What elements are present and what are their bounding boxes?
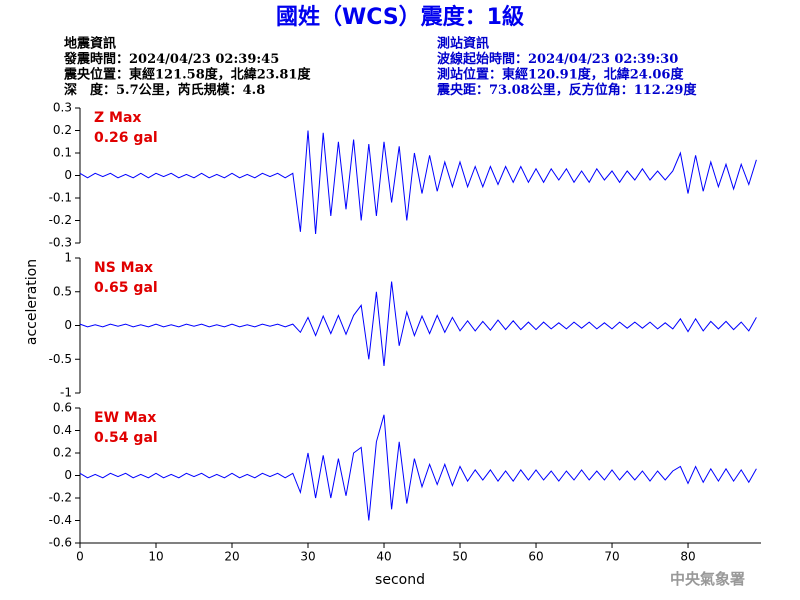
x-tick-label: 60 — [528, 550, 543, 564]
chart-title: 國姓（WCS）震度：1級 — [276, 4, 524, 30]
header-left-line: 深 度：5.7公里，芮氏規模：4.8 — [64, 82, 265, 98]
x-tick-label: 20 — [224, 550, 239, 564]
annotation: 0.26 gal — [94, 130, 158, 146]
y-tick-label: 0.4 — [53, 423, 72, 437]
x-tick-label: 70 — [604, 550, 619, 564]
header-right-line: 波線起始時間：2024/04/23 02:39:30 — [437, 51, 678, 67]
annotation: 0.54 gal — [94, 430, 158, 446]
y-tick-label: -0.3 — [49, 236, 72, 250]
header-right-line: 震央距：73.08公里，反方位角：112.29度 — [436, 82, 697, 98]
x-tick-label: 0 — [76, 550, 84, 564]
y-tick-label: -0.4 — [49, 513, 72, 527]
y-tick-label: -0.1 — [49, 191, 72, 205]
y-tick-label: 0.3 — [53, 101, 72, 115]
y-tick-label: 1 — [64, 251, 72, 265]
footer: 中央氣象署 — [670, 570, 745, 588]
annotation: 0.65 gal — [94, 280, 158, 296]
y-tick-label: -0.6 — [49, 536, 72, 550]
y-tick-label: -0.2 — [49, 491, 72, 505]
waveform — [79, 414, 757, 521]
y-tick-label: 0.2 — [53, 123, 72, 137]
header-left-line: 震央位置：東經121.58度，北緯23.81度 — [63, 67, 311, 83]
header-left-line: 地震資訊 — [64, 36, 116, 52]
y-tick-label: 0.5 — [53, 284, 72, 298]
y-tick-label: 0.1 — [53, 146, 72, 160]
x-tick-label: 30 — [300, 550, 315, 564]
y-tick-label: 0.6 — [53, 401, 72, 415]
y-tick-label: -0.2 — [49, 213, 72, 227]
header-right-line: 測站資訊 — [437, 36, 489, 52]
annotation: Z Max — [94, 110, 141, 126]
waveform — [79, 281, 757, 367]
waveform — [79, 130, 757, 235]
x-tick-label: 40 — [376, 550, 391, 564]
y-tick-label: 0 — [64, 318, 72, 332]
header-left-line: 發震時間：2024/04/23 02:39:45 — [63, 51, 279, 67]
x-tick-label: 50 — [452, 550, 467, 564]
y-tick-label: 0 — [64, 168, 72, 182]
header-right-line: 測站位置：東經120.91度，北緯24.06度 — [437, 67, 684, 83]
annotation: NS Max — [94, 260, 153, 276]
y-tick-label: 0 — [64, 468, 72, 482]
y-axis-label: acceleration — [24, 259, 40, 345]
x-tick-label: 10 — [148, 550, 163, 564]
y-tick-label: 0.2 — [53, 446, 72, 460]
y-tick-label: -0.5 — [49, 352, 72, 366]
y-tick-label: -1 — [60, 386, 72, 400]
x-axis-label: second — [375, 572, 425, 588]
x-tick-label: 80 — [680, 550, 695, 564]
annotation: EW Max — [94, 410, 156, 426]
